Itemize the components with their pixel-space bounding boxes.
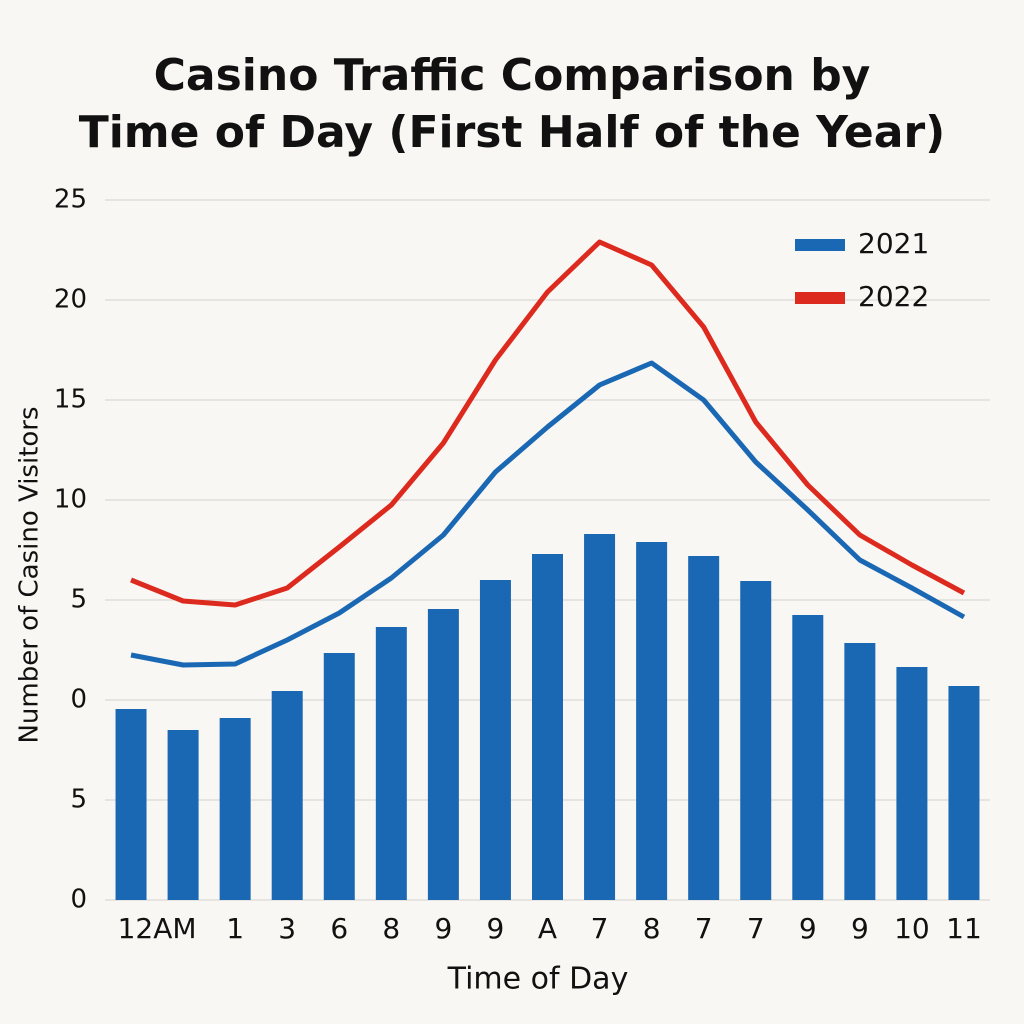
x-tick-label: 7 bbox=[591, 912, 609, 945]
bar bbox=[896, 667, 928, 900]
bar bbox=[219, 718, 251, 900]
x-tick-label: 8 bbox=[382, 912, 400, 945]
y-tick-label: 0 bbox=[70, 685, 87, 715]
x-tick-label: 12AM bbox=[118, 912, 197, 945]
y-tick-label: 5 bbox=[70, 785, 87, 815]
x-tick-label: 8 bbox=[643, 912, 661, 945]
bar bbox=[532, 554, 563, 900]
y-axis-label: Number of Casino Visitors bbox=[15, 406, 45, 743]
bar bbox=[688, 556, 720, 900]
chart-title: Time of Day (First Half of the Year) bbox=[79, 107, 946, 158]
x-tick-label: 7 bbox=[747, 912, 765, 945]
bar bbox=[948, 686, 980, 900]
y-tick-label: 10 bbox=[54, 485, 87, 515]
bar bbox=[740, 581, 772, 900]
legend-label: 2022 bbox=[858, 280, 929, 313]
bar bbox=[636, 542, 668, 900]
bar bbox=[479, 580, 511, 900]
x-axis-label: Time of Day bbox=[447, 962, 629, 997]
x-tick-label: 3 bbox=[278, 912, 296, 945]
bar bbox=[375, 627, 407, 900]
x-tick-label: 1 bbox=[226, 912, 244, 945]
bar bbox=[167, 730, 199, 900]
line-series bbox=[130, 360, 966, 668]
y-tick-label: 15 bbox=[54, 385, 87, 415]
chart-title: Casino Traffic Comparison by bbox=[154, 50, 871, 101]
x-tick-label: 9 bbox=[851, 912, 869, 945]
legend-marker bbox=[795, 292, 845, 304]
legend-marker bbox=[795, 239, 845, 251]
x-tick-label: 9 bbox=[434, 912, 452, 945]
bar bbox=[271, 691, 303, 900]
line-series bbox=[130, 239, 966, 608]
legend-label: 2021 bbox=[858, 227, 929, 260]
bar bbox=[323, 653, 355, 900]
bar bbox=[792, 615, 824, 900]
x-tick-label: 10 bbox=[894, 912, 930, 945]
y-tick-label: 25 bbox=[54, 185, 87, 215]
y-tick-label: 5 bbox=[70, 585, 87, 615]
bar bbox=[427, 609, 459, 900]
x-tick-label: 6 bbox=[330, 912, 348, 945]
y-tick-label: 0 bbox=[70, 885, 87, 915]
bar bbox=[115, 709, 147, 900]
x-tick-label: 7 bbox=[695, 912, 713, 945]
bar bbox=[584, 534, 616, 900]
x-tick-label: A bbox=[538, 912, 557, 945]
x-tick-label: 9 bbox=[487, 912, 505, 945]
bar bbox=[844, 643, 876, 900]
x-tick-label: 11 bbox=[946, 912, 982, 945]
x-tick-label: 9 bbox=[799, 912, 817, 945]
y-tick-label: 20 bbox=[54, 285, 87, 315]
